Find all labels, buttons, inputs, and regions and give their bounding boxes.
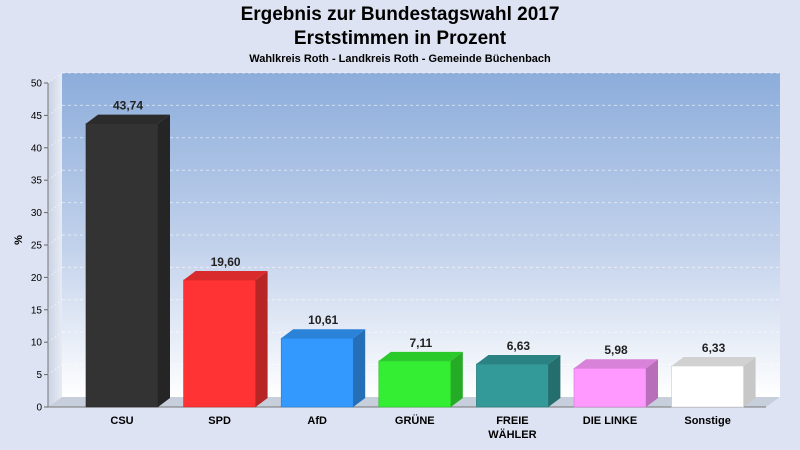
data-label: 10,61 xyxy=(308,313,338,327)
bar-side xyxy=(255,270,268,407)
y-tick-label: 25 xyxy=(31,241,43,252)
bar-side xyxy=(548,355,561,407)
bar xyxy=(183,270,268,408)
data-label: 6,33 xyxy=(702,341,726,355)
gridline-side xyxy=(47,234,63,246)
x-tick-label: WÄHLER xyxy=(488,428,536,441)
x-tick-label: CSU xyxy=(110,415,133,427)
gridline-side xyxy=(47,137,63,149)
x-tick-label: Sonstige xyxy=(684,415,730,427)
bar xyxy=(476,355,561,408)
bar xyxy=(573,359,658,408)
gridline-side xyxy=(47,104,63,116)
y-tick-label: 15 xyxy=(31,305,43,316)
bar-top xyxy=(183,270,268,280)
bar-top xyxy=(574,359,658,369)
y-tick-label: 45 xyxy=(31,111,43,122)
y-tick-label: 10 xyxy=(31,338,43,349)
gridline-side xyxy=(47,72,63,84)
bar-front xyxy=(476,363,549,408)
x-tick-label: SPD xyxy=(208,415,231,427)
x-tick-label: FREIE xyxy=(496,415,528,427)
gridline-side xyxy=(47,299,63,311)
y-tick-label: 5 xyxy=(36,370,42,381)
x-tick-label: AfD xyxy=(307,415,327,427)
y-axis-label: % xyxy=(13,235,25,245)
x-tick-label: DIE LINKE xyxy=(583,415,637,427)
data-label: 5,98 xyxy=(604,343,628,357)
gridline-side xyxy=(47,169,63,181)
y-tick-label: 40 xyxy=(31,143,43,154)
gridline-side xyxy=(47,266,63,278)
bar-front xyxy=(183,279,256,408)
bar xyxy=(378,351,463,408)
y-tick-label: 20 xyxy=(31,273,43,284)
y-tick-label: 35 xyxy=(31,176,43,187)
data-label: 43,74 xyxy=(113,99,143,113)
bar-front xyxy=(378,360,452,408)
bar-front xyxy=(85,123,159,408)
data-label: 7,11 xyxy=(409,336,432,350)
chart-title: Ergebnis zur Bundestagswahl 2017 xyxy=(240,4,560,25)
bar-front xyxy=(573,367,647,408)
bar-side xyxy=(646,359,658,407)
bar-side xyxy=(353,329,366,407)
bar-side xyxy=(158,114,170,408)
y-tick-label: 50 xyxy=(31,79,43,90)
plot-background xyxy=(62,73,780,398)
bar-front xyxy=(671,365,744,408)
bar-side xyxy=(450,351,463,407)
bar-top xyxy=(86,114,170,124)
gridline-side xyxy=(47,331,63,343)
x-tick-label: GRÜNE xyxy=(395,414,435,427)
bar xyxy=(280,329,366,408)
data-label: 6,63 xyxy=(507,339,531,353)
bar xyxy=(85,114,170,408)
bar-side xyxy=(743,356,756,407)
bar-top xyxy=(476,355,561,365)
gridline-side xyxy=(47,202,63,214)
data-label: 19,60 xyxy=(211,255,241,269)
bar xyxy=(671,356,756,408)
y-tick-label: 30 xyxy=(31,208,43,219)
chart-subtitle: Wahlkreis Roth - Landkreis Roth - Gemein… xyxy=(249,53,551,65)
chart-title-line2: Erststimmen in Prozent xyxy=(293,28,507,49)
bar-front xyxy=(280,337,354,408)
gridline-side xyxy=(47,364,63,376)
y-tick-label: 0 xyxy=(36,403,42,414)
bar-top xyxy=(671,356,756,366)
bar-top xyxy=(281,329,366,339)
bar-top xyxy=(378,351,463,361)
